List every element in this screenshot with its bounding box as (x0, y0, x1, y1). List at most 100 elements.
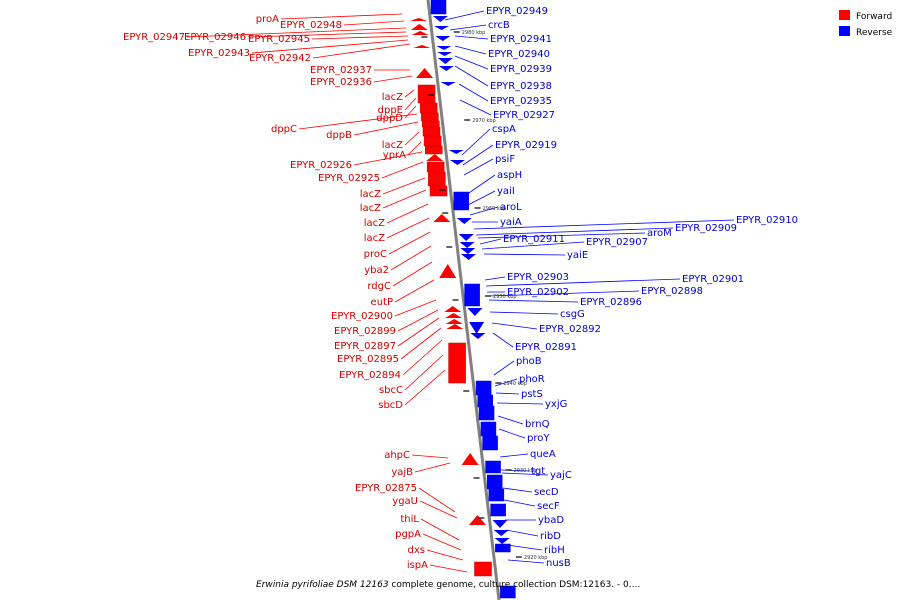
reverse-gene-label: yaiE (567, 250, 588, 261)
forward-gene-connector (404, 369, 446, 406)
reverse-gene-connector (477, 232, 646, 239)
reverse-gene-block (480, 421, 497, 437)
reverse-gene-label: EPYR_02910 (736, 215, 798, 226)
forward-gene-label: yba2 (364, 265, 389, 276)
reverse-gene-block (485, 460, 501, 474)
forward-gene-connector (247, 31, 407, 38)
forward-gene-connector (298, 113, 418, 130)
reverse-gene-connector (473, 219, 735, 230)
forward-gene-label: lacZ (364, 218, 385, 229)
reverse-gene-label: tgt (531, 466, 545, 477)
forward-gene-connector (418, 487, 456, 513)
forward-gene-block (423, 135, 442, 147)
forward-gene-label: pgpA (395, 529, 421, 540)
forward-gene-label: lacZ (360, 203, 381, 214)
reverse-gene-label: EPYR_02892 (539, 324, 601, 335)
forward-gene-connector (407, 141, 422, 156)
scale-tick-label: 2980 kbp (462, 30, 486, 36)
reverse-gene-label: ybaD (538, 515, 564, 526)
reverse-gene-connector (487, 290, 640, 297)
forward-gene-connector (311, 35, 409, 40)
reverse-gene-connector (493, 360, 515, 376)
reverse-gene-arrow (494, 538, 510, 544)
reverse-gene-label: ribH (544, 545, 565, 556)
forward-gene-label: sbcD (378, 400, 403, 411)
forward-gene-label: eutP (371, 297, 393, 308)
reverse-gene-label: EPYR_02903 (507, 272, 569, 283)
forward-gene-label: EPYR_02926 (290, 160, 352, 171)
forward-gene-connector (390, 245, 432, 271)
reverse-gene-label: EPYR_02896 (580, 297, 642, 308)
forward-gene-connector (312, 43, 411, 59)
reverse-gene-connector (484, 276, 506, 281)
forward-gene-label: sbcC (379, 385, 403, 396)
reverse-gene-label: EPYR_02891 (515, 342, 577, 353)
reverse-gene-connector (454, 35, 489, 40)
forward-gene-label: EPYR_02894 (339, 370, 401, 381)
reverse-gene-block (453, 191, 469, 211)
reverse-gene-block (490, 503, 506, 517)
reverse-gene-connector (454, 55, 489, 70)
reverse-gene-arrow (456, 218, 472, 224)
reverse-gene-arrow (492, 520, 508, 528)
reverse-gene-connector (499, 453, 529, 458)
reverse-gene-connector (485, 278, 681, 287)
forward-gene-label: EPYR_02945 (248, 34, 310, 45)
forward-gene-label: EPYR_02947 (123, 32, 185, 43)
legend-forward-label: Forward (856, 12, 892, 22)
forward-gene-connector (388, 231, 431, 255)
forward-gene-block (474, 561, 492, 577)
reverse-gene-connector (491, 322, 538, 330)
reverse-gene-label: EPYR_02949 (486, 6, 548, 17)
reverse-gene-label: cspA (492, 124, 516, 135)
reverse-gene-label: EPYR_02902 (507, 287, 569, 298)
reverse-gene-arrow (435, 36, 451, 41)
forward-gene-block (429, 185, 448, 197)
reverse-gene-arrow (438, 66, 454, 71)
forward-gene-label: EPYR_02937 (310, 65, 372, 76)
forward-gene-arrow (413, 45, 431, 48)
forward-gene-connector (404, 105, 417, 119)
reverse-gene-arrow (469, 322, 485, 334)
reverse-gene-connector (501, 472, 549, 476)
reverse-gene-connector (479, 238, 502, 245)
forward-gene-block (422, 126, 441, 137)
scale-tick-label: 2920 kbp (524, 555, 548, 561)
forward-gene-arrow (410, 24, 428, 30)
forward-gene-arrow (468, 515, 486, 525)
reverse-gene-connector (462, 144, 494, 166)
reverse-gene-connector (461, 128, 491, 156)
forward-gene-label: lacZ (382, 140, 403, 151)
legend: Forward Reverse (839, 10, 893, 38)
reverse-gene-arrow (432, 16, 448, 22)
forward-gene-connector (392, 261, 433, 287)
forward-gene-connector (382, 177, 426, 195)
forward-gene-label: EPYR_02900 (331, 311, 393, 322)
reverse-gene-connector (449, 24, 487, 31)
forward-gene-label: lacZ (382, 92, 403, 103)
forward-gene-connector (186, 27, 407, 38)
forward-gene-label: proA (256, 14, 279, 25)
reverse-gene-connector (483, 253, 566, 256)
reverse-gene-label: secF (537, 501, 560, 512)
forward-gene-connector (397, 309, 439, 332)
reverse-gene-label: nusB (546, 558, 571, 569)
reverse-gene-label: EPYR_02901 (682, 274, 744, 285)
forward-gene-label: ahpC (384, 450, 410, 461)
reverse-gene-label: EPYR_02939 (490, 64, 552, 75)
reverse-gene-label: psiF (495, 154, 515, 165)
reverse-gene-connector (496, 402, 544, 405)
forward-gene-connector (386, 217, 430, 239)
forward-gene-label: rdgC (367, 281, 391, 292)
legend-forward-swatch (839, 10, 850, 20)
reverse-gene-label: phoR (519, 374, 545, 385)
forward-gene-connector (422, 533, 462, 551)
forward-gene-block (425, 145, 443, 155)
reverse-gene-connector (463, 158, 494, 176)
forward-gene-connector (251, 39, 409, 54)
forward-gene-connector (404, 354, 444, 391)
reverse-gene-block (478, 405, 495, 421)
reverse-gene-connector (454, 65, 489, 87)
reverse-gene-label: EPYR_02911 (503, 234, 565, 245)
